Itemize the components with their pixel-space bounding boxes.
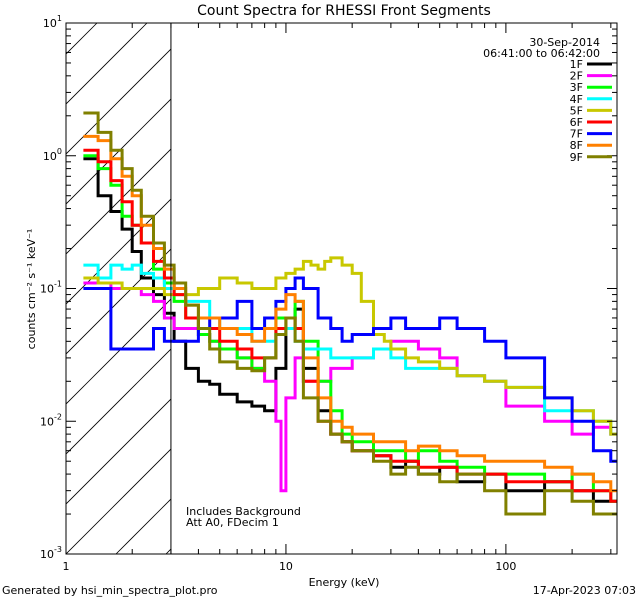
hatch-line — [66, 448, 171, 554]
y-tick-label: 10-2 — [40, 412, 62, 428]
x-tick-label: 1 — [63, 560, 70, 573]
legend-label: 4F — [570, 93, 583, 106]
time-range-label: 06:41:00 to 06:42:00 — [483, 47, 600, 60]
date-label: 30-Sep-2014 — [529, 36, 600, 49]
legend-label: 1F — [570, 58, 583, 71]
footer-timestamp: 17-Apr-2023 07:03 — [533, 584, 636, 597]
series-layer — [83, 111, 617, 516]
legend-label: 6F — [570, 116, 583, 129]
hatch-line — [66, 398, 171, 505]
x-tick-label: 10 — [279, 560, 293, 573]
annotation-attenuator: Att A0, FDecim 1 — [186, 516, 279, 529]
x-tick-label: 100 — [495, 560, 516, 573]
axis-ticks: 1 10 100 101 100 10-1 10-2 10-3 — [40, 14, 617, 573]
y-tick-label: 10-1 — [40, 280, 62, 296]
hatch-line — [66, 48, 171, 155]
legend-label: 7F — [570, 128, 583, 141]
legend-label: 3F — [570, 81, 583, 94]
series-7F — [83, 276, 617, 463]
y-tick-label: 100 — [43, 147, 62, 163]
hatch-line — [66, 198, 171, 305]
hatch-line — [66, 98, 171, 205]
annotation-background: Includes Background — [186, 505, 301, 518]
legend-label: 8F — [570, 139, 583, 152]
legend-label: 2F — [570, 70, 583, 83]
series-9F — [83, 111, 617, 516]
legend-label: 5F — [570, 104, 583, 117]
legend-label: 9F — [570, 151, 583, 164]
y-tick-label: 10-3 — [40, 545, 62, 561]
footer-generator: Generated by hsi_min_spectra_plot.pro — [2, 584, 218, 597]
y-tick-label: 101 — [43, 14, 62, 30]
y-axis-label: counts cm⁻² s⁻¹ keV⁻¹ — [25, 229, 38, 350]
x-axis-label: Energy (keV) — [309, 576, 380, 589]
chart-title: Count Spectra for RHESSI Front Segments — [197, 3, 491, 19]
